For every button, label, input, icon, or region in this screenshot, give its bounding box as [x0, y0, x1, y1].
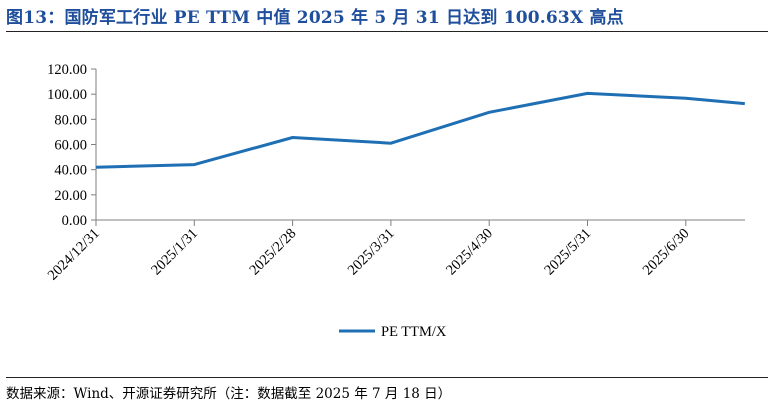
x-tick-label: 2025/2/28 [247, 226, 300, 279]
y-tick-label: 60.00 [54, 138, 87, 154]
y-tick-label: 0.00 [62, 213, 87, 229]
x-tick-label: 2025/3/31 [345, 226, 398, 279]
chart-title: 图13：国防军工行业 PE TTM 中值 2025 年 5 月 31 日达到 1… [6, 8, 624, 28]
source-note: 数据来源：Wind、开源证券研究所（注：数据截至 2025 年 7 月 18 日… [6, 386, 452, 402]
series-layer [95, 91, 745, 169]
x-tick-label: 2024/12/31 [45, 226, 103, 284]
series-line-pe-ttm [95, 91, 745, 169]
x-tick-label: 2025/1/31 [148, 226, 201, 279]
y-tick-label: 20.00 [54, 188, 87, 204]
x-axis: 2024/12/31 2025/1/31 2025/2/28 2025/3/31 202… [45, 219, 745, 284]
x-tick-label: 2025/5/31 [541, 226, 594, 279]
legend-label: PE TTM/X [381, 324, 447, 340]
y-tick-label: 40.00 [54, 163, 87, 179]
x-tick-label: 2025/6/30 [640, 226, 693, 279]
legend: PE TTM/X [339, 324, 447, 340]
bottom-divider [6, 377, 768, 378]
x-tick-label: 2025/4/30 [443, 226, 496, 279]
y-axis: 0.00 20.00 40.00 60.00 80.00 100.00 120.00 [47, 62, 97, 229]
top-divider [6, 31, 768, 32]
y-tick-label: 100.00 [47, 87, 87, 103]
y-tick-label: 80.00 [54, 112, 87, 128]
y-tick-label: 120.00 [47, 62, 87, 78]
